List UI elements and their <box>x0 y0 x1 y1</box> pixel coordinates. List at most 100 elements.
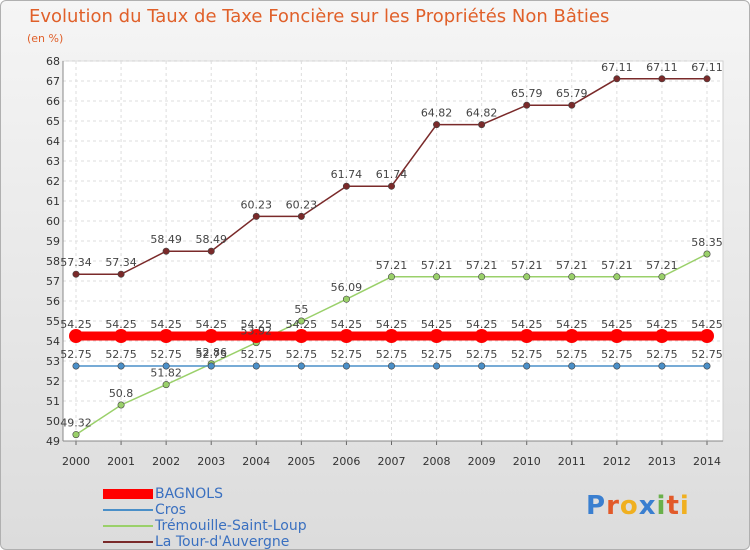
data-label: 65.79 <box>556 87 588 100</box>
data-label: 49.32 <box>60 417 92 430</box>
data-label: 55 <box>294 303 308 316</box>
data-point <box>117 270 125 278</box>
data-label: 52.75 <box>241 348 273 361</box>
data-label: 51.82 <box>150 367 182 380</box>
data-point <box>703 75 711 83</box>
data-point <box>384 329 399 343</box>
x-tick-label: 2014 <box>693 455 721 468</box>
data-point <box>117 362 125 370</box>
y-tick-label: 67 <box>46 75 60 88</box>
data-label: 54.25 <box>60 318 92 331</box>
x-tick-label: 2005 <box>287 455 315 468</box>
logo-letter: i <box>656 491 667 521</box>
data-point <box>114 329 129 343</box>
data-point <box>523 273 531 281</box>
data-point <box>519 329 534 343</box>
data-label: 50.8 <box>109 387 134 400</box>
data-label: 61.74 <box>376 168 408 181</box>
data-label: 57.21 <box>646 259 678 272</box>
data-point <box>159 329 174 343</box>
data-point <box>207 247 215 255</box>
data-point <box>69 329 83 343</box>
data-point <box>387 182 395 190</box>
data-point <box>658 75 666 83</box>
data-label: 54.25 <box>511 318 543 331</box>
data-label: 54.25 <box>376 318 408 331</box>
x-tick-label: 2007 <box>378 455 406 468</box>
y-tick-label: 61 <box>46 195 60 208</box>
y-tick-label: 63 <box>46 155 60 168</box>
data-point <box>478 121 486 129</box>
data-label: 54.25 <box>691 318 723 331</box>
data-point <box>700 329 714 343</box>
x-tick-label: 2004 <box>242 455 270 468</box>
data-label: 54.25 <box>150 318 182 331</box>
data-label: 54.25 <box>646 318 678 331</box>
legend-label: BAGNOLS <box>155 486 223 502</box>
data-label: 57.21 <box>511 259 543 272</box>
data-point <box>613 362 621 370</box>
y-tick-label: 51 <box>46 395 60 408</box>
data-point <box>342 182 350 190</box>
y-tick-label: 64 <box>46 135 60 148</box>
data-label: 52.75 <box>331 348 363 361</box>
data-point <box>478 362 486 370</box>
y-tick-label: 53 <box>46 355 60 368</box>
data-label: 52.75 <box>60 348 92 361</box>
y-tick-label: 56 <box>46 295 60 308</box>
proxiti-logo: Proxiti <box>586 491 690 521</box>
data-label: 52.75 <box>105 348 137 361</box>
legend-swatch <box>103 541 153 543</box>
data-point <box>387 362 395 370</box>
y-tick-label: 65 <box>46 115 60 128</box>
data-point <box>429 329 444 343</box>
data-point <box>703 250 711 258</box>
data-point <box>568 273 576 281</box>
y-tick-label: 58 <box>46 255 60 268</box>
data-label: 52.75 <box>466 348 498 361</box>
data-label: 52.75 <box>556 348 588 361</box>
y-tick-label: 49 <box>46 435 60 448</box>
data-point <box>703 362 711 370</box>
data-label: 54.25 <box>556 318 588 331</box>
data-point <box>387 273 395 281</box>
data-point <box>654 329 669 343</box>
data-point <box>564 329 579 343</box>
data-point <box>568 362 576 370</box>
y-tick-label: 57 <box>46 275 60 288</box>
data-label: 65.79 <box>511 87 543 100</box>
data-point <box>252 212 260 220</box>
logo-letter: o <box>619 491 639 521</box>
data-point <box>297 317 305 325</box>
data-label: 67.11 <box>646 61 678 74</box>
data-point <box>658 362 666 370</box>
data-point <box>433 121 441 129</box>
data-point <box>72 270 80 278</box>
data-label: 64.82 <box>421 107 453 120</box>
x-tick-label: 2003 <box>197 455 225 468</box>
data-label: 52.75 <box>195 348 227 361</box>
data-label: 60.23 <box>241 198 273 211</box>
data-label: 52.75 <box>511 348 543 361</box>
data-label: 57.21 <box>466 259 498 272</box>
legend-label: Cros <box>155 502 187 518</box>
x-tick-label: 2011 <box>558 455 586 468</box>
data-point <box>162 381 170 389</box>
data-label: 61.74 <box>331 168 363 181</box>
data-point <box>433 273 441 281</box>
data-label: 58.49 <box>150 233 182 246</box>
data-label: 57.34 <box>105 256 137 269</box>
data-label: 53.92 <box>241 325 273 338</box>
data-label: 57.21 <box>556 259 588 272</box>
data-label: 54.25 <box>286 318 318 331</box>
data-label: 52.75 <box>646 348 678 361</box>
data-point <box>342 362 350 370</box>
data-label: 57.34 <box>60 256 92 269</box>
y-tick-label: 66 <box>46 95 60 108</box>
data-label: 52.75 <box>421 348 453 361</box>
data-label: 57.21 <box>421 259 453 272</box>
data-label: 52.75 <box>691 348 723 361</box>
legend-swatch <box>103 525 153 527</box>
